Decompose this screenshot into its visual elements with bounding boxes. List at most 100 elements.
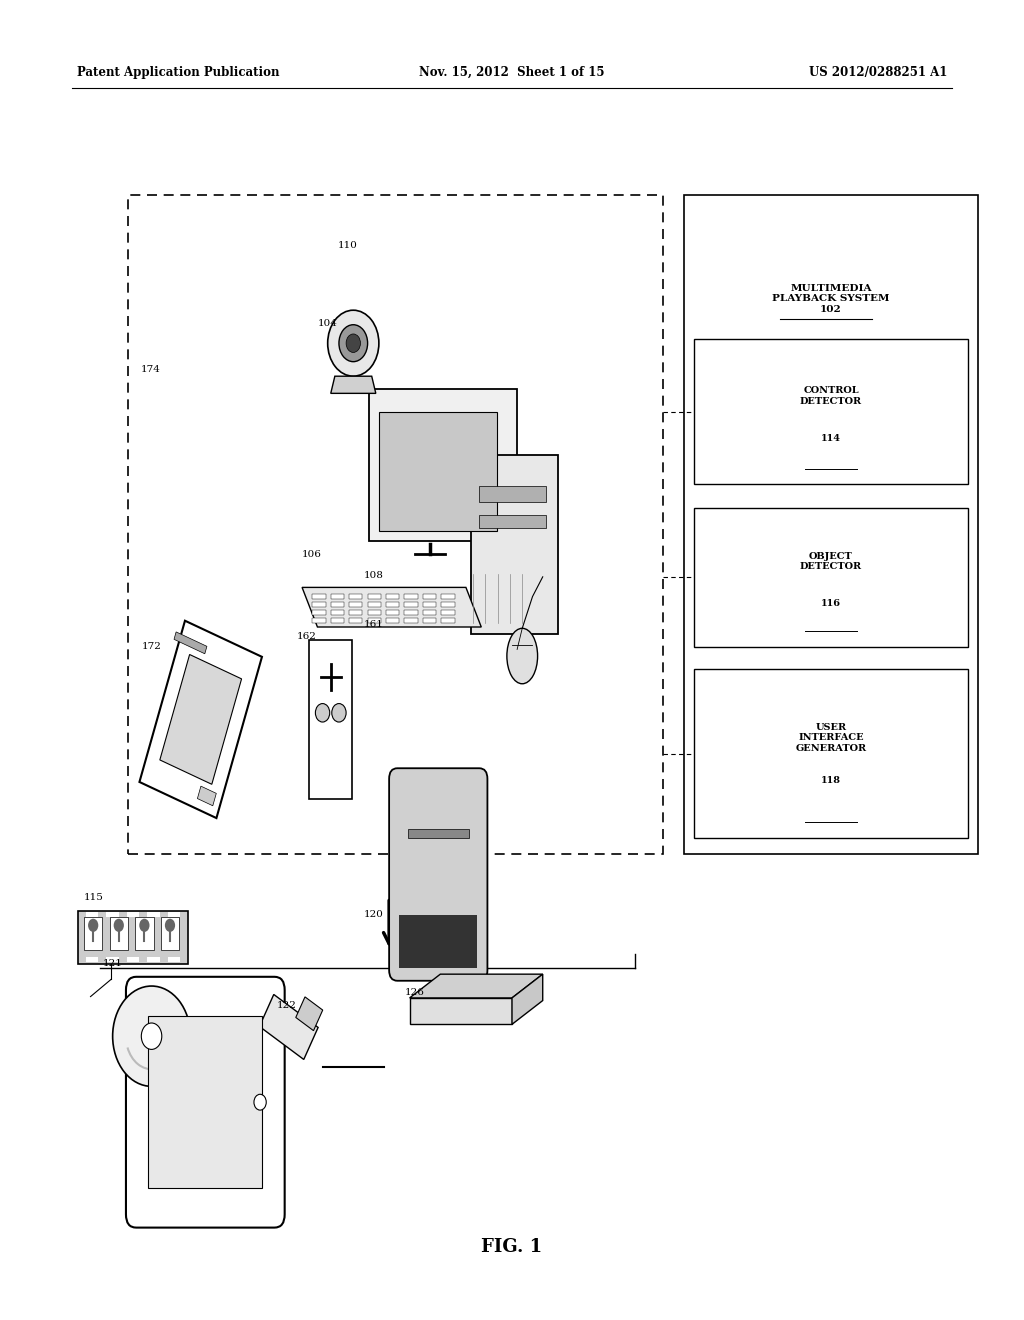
Polygon shape	[302, 587, 481, 627]
Bar	[368, 610, 381, 615]
Text: 115: 115	[84, 894, 103, 902]
Text: 174: 174	[140, 366, 160, 374]
Bar	[479, 515, 546, 528]
Bar	[331, 618, 344, 623]
Text: USER
INTERFACE
GENERATOR: USER INTERFACE GENERATOR	[796, 723, 866, 752]
Text: 118: 118	[821, 776, 841, 784]
Circle shape	[332, 704, 346, 722]
Text: 106: 106	[302, 550, 322, 558]
FancyBboxPatch shape	[126, 977, 285, 1228]
Circle shape	[328, 310, 379, 376]
Bar	[128, 195, 663, 854]
Polygon shape	[410, 974, 543, 998]
Circle shape	[113, 986, 190, 1086]
Bar	[404, 610, 418, 615]
Bar	[312, 610, 326, 615]
Bar	[86, 957, 98, 962]
Bar	[78, 911, 188, 964]
Bar	[127, 957, 139, 962]
Polygon shape	[174, 632, 207, 653]
Polygon shape	[296, 997, 323, 1031]
Bar	[386, 594, 399, 599]
Bar	[161, 917, 179, 950]
Polygon shape	[331, 376, 376, 393]
Bar	[86, 912, 98, 917]
Text: 116: 116	[821, 599, 841, 609]
Bar	[331, 610, 344, 615]
Bar	[106, 957, 119, 962]
Bar	[368, 602, 381, 607]
Bar	[694, 339, 968, 484]
Polygon shape	[160, 655, 242, 784]
Text: 114: 114	[821, 434, 841, 442]
Bar	[349, 618, 362, 623]
Bar	[369, 389, 517, 541]
Bar	[404, 618, 418, 623]
Polygon shape	[309, 640, 352, 799]
Bar	[386, 618, 399, 623]
Bar	[423, 610, 436, 615]
Text: FIG. 1: FIG. 1	[481, 1238, 543, 1257]
Circle shape	[141, 1023, 162, 1049]
Text: 161: 161	[364, 620, 383, 628]
Text: 110: 110	[338, 242, 357, 249]
Bar	[441, 594, 455, 599]
Circle shape	[88, 919, 98, 932]
Polygon shape	[259, 994, 318, 1060]
Bar	[479, 486, 546, 502]
Bar	[312, 602, 326, 607]
Bar	[404, 602, 418, 607]
Bar	[379, 412, 497, 531]
FancyBboxPatch shape	[389, 768, 487, 981]
Bar	[694, 508, 968, 647]
Bar	[441, 618, 455, 623]
Bar	[312, 618, 326, 623]
Text: 122: 122	[276, 1002, 296, 1010]
Text: 126: 126	[404, 989, 424, 997]
Ellipse shape	[507, 628, 538, 684]
Bar	[349, 594, 362, 599]
Bar	[386, 610, 399, 615]
Circle shape	[346, 334, 360, 352]
Polygon shape	[139, 620, 262, 818]
Bar	[423, 602, 436, 607]
Text: 104: 104	[317, 319, 337, 327]
Bar	[110, 917, 128, 950]
Bar	[148, 1016, 262, 1188]
Text: CONTROL
DETECTOR: CONTROL DETECTOR	[800, 387, 862, 405]
Polygon shape	[410, 998, 512, 1024]
Circle shape	[339, 325, 368, 362]
Bar	[684, 195, 978, 854]
Bar	[312, 594, 326, 599]
Bar	[694, 669, 968, 838]
Text: Patent Application Publication: Patent Application Publication	[77, 66, 280, 79]
Bar	[349, 610, 362, 615]
Bar	[441, 610, 455, 615]
Bar	[106, 912, 119, 917]
Bar	[331, 602, 344, 607]
Circle shape	[139, 919, 150, 932]
Bar	[404, 594, 418, 599]
Circle shape	[114, 919, 124, 932]
Bar	[386, 602, 399, 607]
Bar	[441, 602, 455, 607]
Circle shape	[254, 1094, 266, 1110]
Text: Nov. 15, 2012  Sheet 1 of 15: Nov. 15, 2012 Sheet 1 of 15	[419, 66, 605, 79]
Bar	[331, 594, 344, 599]
Bar	[168, 912, 180, 917]
Bar	[135, 917, 154, 950]
Text: 108: 108	[364, 572, 383, 579]
Text: 120: 120	[364, 911, 383, 919]
Bar	[84, 917, 102, 950]
Text: 162: 162	[297, 632, 316, 640]
Text: US 2012/0288251 A1: US 2012/0288251 A1	[809, 66, 947, 79]
Text: 121: 121	[102, 960, 122, 968]
Text: MULTIMEDIA
PLAYBACK SYSTEM
102: MULTIMEDIA PLAYBACK SYSTEM 102	[772, 284, 890, 314]
Text: OBJECT
DETECTOR: OBJECT DETECTOR	[800, 552, 862, 572]
Circle shape	[165, 919, 175, 932]
Bar	[423, 618, 436, 623]
Bar	[147, 912, 160, 917]
Bar	[168, 957, 180, 962]
Bar	[147, 957, 160, 962]
Polygon shape	[512, 974, 543, 1024]
